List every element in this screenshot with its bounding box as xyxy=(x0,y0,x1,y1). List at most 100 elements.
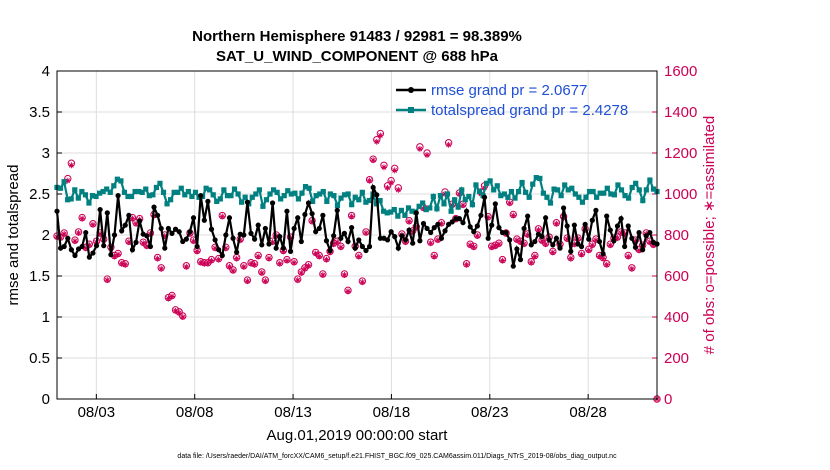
rmse-point xyxy=(277,234,283,240)
obs-assimilated-point xyxy=(82,245,89,252)
totalspread-point xyxy=(437,193,444,199)
obs-assimilated-point xyxy=(248,260,255,267)
rmse-point xyxy=(607,227,613,233)
rmse-point xyxy=(72,252,78,259)
totalspread-point xyxy=(554,187,561,193)
rmse-point xyxy=(137,218,143,224)
totalspread-point xyxy=(189,193,195,200)
obs-assimilated-point xyxy=(68,162,75,169)
obs-assimilated-point xyxy=(564,236,571,243)
x-tick-label: 08/28 xyxy=(569,404,607,421)
totalspread-point xyxy=(72,187,78,193)
obs-assimilated-point xyxy=(366,177,373,184)
rmse-point xyxy=(622,243,628,250)
legend-rmse-label: rmse grand pr = 2.0677 xyxy=(431,82,587,99)
obs-assimilated-point xyxy=(416,145,423,152)
rmse-point xyxy=(632,244,639,250)
rmse-point xyxy=(471,229,477,235)
totalspread-point xyxy=(182,192,188,198)
x-tick-label: 08/13 xyxy=(274,404,312,421)
rmse-point xyxy=(183,236,189,242)
obs-assimilated-point xyxy=(362,229,369,236)
obs-assimilated-point xyxy=(456,191,463,197)
x-axis-label: Aug.01,2019 00:00:00 start xyxy=(267,427,449,444)
obs-assimilated-point xyxy=(600,255,607,262)
obs-assimilated-point xyxy=(309,218,316,225)
rmse-point xyxy=(636,229,642,236)
totalspread-point xyxy=(597,190,603,196)
y-tick-right-label: 800 xyxy=(664,227,689,244)
legend-totalspread-label: totalspread grand pr = 2.4278 xyxy=(431,102,628,119)
y-tick-left-label: 0 xyxy=(42,391,50,408)
obs-assimilated-point xyxy=(316,253,323,260)
rmse-point xyxy=(313,229,319,235)
obs-assimilated-point xyxy=(190,238,197,245)
totalspread-point xyxy=(629,184,635,191)
rmse-point xyxy=(553,235,560,241)
totalspread-point xyxy=(547,200,554,206)
obs-assimilated-point xyxy=(158,265,165,272)
totalspread-point xyxy=(231,186,238,192)
totalspread-point xyxy=(558,193,564,199)
totalspread-point xyxy=(611,192,617,198)
obs-assimilated-point xyxy=(510,212,517,219)
totalspread-point xyxy=(107,189,113,195)
rmse-point xyxy=(165,225,171,232)
legend-totalspread-marker xyxy=(408,107,414,113)
rmse-point xyxy=(399,233,405,239)
totalspread-point xyxy=(310,198,316,204)
rmse-point xyxy=(273,245,279,251)
rmse-point xyxy=(133,239,139,245)
obs-assimilated-point xyxy=(283,257,290,264)
totalspread-point xyxy=(398,207,404,213)
obs-assimilated-point xyxy=(567,255,574,262)
totalspread-point xyxy=(647,177,653,183)
plot-frame xyxy=(56,70,658,400)
rmse-point xyxy=(517,257,524,263)
rmse-point xyxy=(528,242,534,248)
chart-title-line-2: SAT_U_WIND_COMPONENT @ 688 hPa xyxy=(216,48,499,65)
obs-assimilated-point xyxy=(603,261,610,268)
totalspread-point xyxy=(168,197,174,203)
totalspread-point xyxy=(75,195,81,201)
totalspread-point xyxy=(65,197,71,203)
rmse-point xyxy=(503,229,509,236)
y-axis-left-label: rmse and totalspread xyxy=(5,165,22,306)
obs-assimilated-point xyxy=(499,257,506,264)
obs-assimilated-point xyxy=(391,167,398,174)
obs-assimilated-point xyxy=(459,202,466,209)
totalspread-point xyxy=(274,189,280,195)
rmse-point xyxy=(266,241,272,247)
totalspread-point xyxy=(551,186,557,192)
totalspread-point xyxy=(331,193,337,199)
obs-assimilated-point xyxy=(650,242,657,249)
totalspread-point xyxy=(391,206,397,213)
rmse-point xyxy=(230,235,236,241)
rmse-point xyxy=(463,208,470,214)
obs-assimilated-point xyxy=(571,241,578,248)
rmse-point xyxy=(543,215,549,221)
obs-assimilated-point xyxy=(535,226,542,233)
obs-assimilated-point xyxy=(140,240,147,247)
obs-assimilated-point xyxy=(215,256,222,263)
totalspread-point xyxy=(150,192,156,198)
obs-assimilated-point xyxy=(521,241,528,248)
obs-assimilated-point xyxy=(420,205,427,212)
totalspread-point xyxy=(455,204,461,210)
rmse-point xyxy=(119,228,125,234)
rmse-point xyxy=(212,237,218,243)
rmse-point xyxy=(388,229,394,235)
obs-assimilated-point xyxy=(330,241,337,248)
totalspread-point xyxy=(416,203,422,209)
rmse-point xyxy=(352,245,358,251)
rmse-point xyxy=(316,225,322,232)
rmse-point xyxy=(413,210,419,216)
rmse-point xyxy=(345,238,351,245)
rmse-point xyxy=(144,233,150,239)
obs-assimilated-point xyxy=(154,255,161,262)
rmse-point xyxy=(93,243,100,249)
obs-assimilated-point xyxy=(143,243,150,250)
rmse-point xyxy=(560,205,567,211)
totalspread-point xyxy=(604,185,610,191)
totalspread-point xyxy=(487,178,493,184)
